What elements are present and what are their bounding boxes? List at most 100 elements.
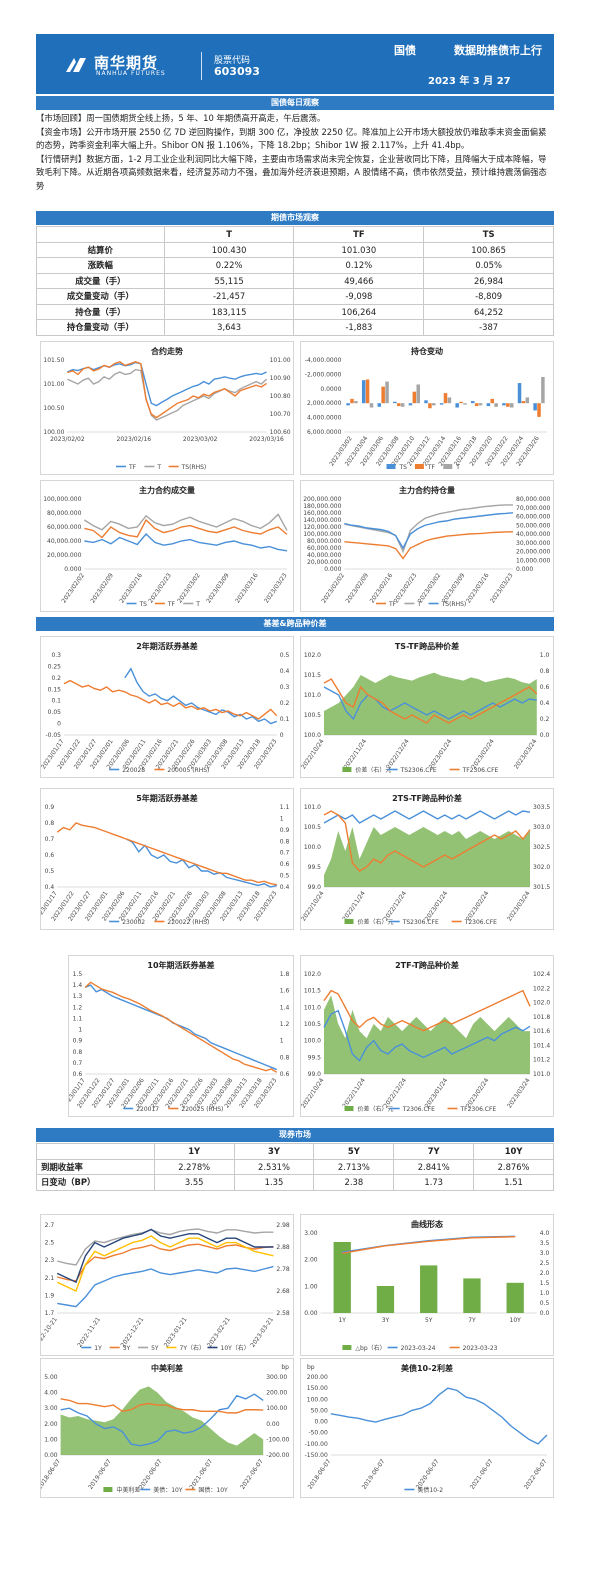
y-tick-label: 101.00 [270,357,291,364]
line-T [84,513,288,531]
y-tick-label: 1.3 [73,993,83,1000]
legend-swatch [342,767,352,772]
x-tick-label: 2020-06-07 [138,1458,164,1491]
y-tick-label: 100,000.000 [303,531,341,538]
x-tick-label: 2022/10/24 [301,890,326,922]
x-tick-label: 2023/03/23 [263,572,289,604]
y-tick-label: 101.8 [533,1014,550,1021]
bar-TF [459,401,463,404]
table-cell: 101.030 [293,241,425,258]
section-futures-title: 期债市场观察 [36,211,554,225]
legend-swatch [344,1106,354,1111]
table-row: 涨跌幅 0.22% 0.12% 0.05% [36,257,554,274]
y-tick-label: 1 [78,1027,82,1034]
x-tick-label: 2023/02/16 [369,572,395,604]
table-row: 成交量变动（手） -21,457 -9,098 -8,809 [36,288,554,305]
x-tick-label: 2018-06-07 [41,1458,62,1491]
x-tick-label: 2023/03/23 [489,572,515,604]
bar-TS [377,403,382,407]
y-tick-label: 2.58 [276,1310,290,1317]
col-header: TF [293,226,425,243]
bar-TS [346,403,350,406]
y-tick-label: 0.8 [280,838,290,845]
legend-label: TF [388,601,397,608]
y-tick-label: 1.0 [540,652,550,659]
bar-T [354,401,358,404]
legend-label: 230002 [122,919,145,926]
x-tick-label: 2018-06-07 [307,1458,333,1491]
chart-title: 合约走势 [150,346,183,356]
chart-svg: 美债10-2利差 bp -150.00 -100.00 -50.00 0.00 50.00 1… [305,1363,549,1494]
y-tick-label: -100.00 [266,1436,289,1443]
table-cell: 64,252 [423,303,554,320]
y-tick-label: 101.2 [533,1057,550,1064]
bar-TF [474,403,479,407]
bar-△bp（右） [333,1242,351,1313]
y-tick-label: 101.00 [43,381,64,388]
row-label: 结算价 [36,241,165,258]
table-cell: 0.05% [423,257,554,274]
legend-swatch [386,464,396,469]
bar-TS [439,403,444,405]
x-tick-label: 3Y [382,1317,390,1324]
table-cell: 3,643 [163,319,295,336]
y-tick-label: 70,000.000 [516,505,551,512]
y-tick-label: 0.9 [45,804,55,811]
y-tick-label: 1.1 [280,804,290,811]
y-tick-label: 0.00 [266,1421,280,1428]
y-tick-label: 1 [280,815,284,822]
legend-label: 5Y [151,1345,159,1352]
y-tick-label: 99.0 [308,1071,322,1078]
chart-svg: 主力合约持仓量0.00020,000.00040,000.00060,000.0… [303,485,551,608]
y-tick-label: 0.7 [280,850,290,857]
legend-label: T2306.CFE [402,1106,435,1113]
bar-T [509,403,514,408]
table-cell: 55,115 [163,272,295,289]
y-tick-label: 180,000.000 [303,503,341,510]
y-tick-label: 4,000.0000 [307,415,342,422]
y-tick-label: 0.6 [540,684,550,691]
table-cell: -9,098 [293,288,425,305]
x-tick-label: 2023/02/24 [465,1077,491,1109]
y-tick-label: 1.7 [45,1310,55,1317]
y-tick-label: 100.00 [266,1405,287,1412]
legend-label: 美债10-2 [417,1486,443,1494]
chart-title: 2TF-T跨品种价差 [395,960,459,970]
y-tick-label: 101.0 [304,1004,321,1011]
y-tick-label: 1.1 [73,1015,83,1022]
y-tick-label: 100,000.000 [43,496,81,503]
bar-△bp（右） [463,1278,481,1313]
legend-label: T [416,601,421,608]
legend-label: TS2306.CFE [400,767,437,774]
y-tick-label: 0.15 [48,686,62,693]
y-tick-label: 160,000.000 [303,510,341,517]
legend-label: 2023-03-24 [401,1345,436,1352]
table-cell: 2.38 [313,1174,395,1191]
y-tick-label: 1.2 [73,1004,83,1011]
y-tick-label: 50,000.000 [516,522,551,529]
legend-label: TF2306.CFE [460,1106,497,1113]
y-tick-label: -200.00 [266,1452,289,1459]
futures-header-row: T TF TS [36,226,554,243]
y-tick-label: -4,000.0000 [305,357,342,364]
legend-label: 220028 [122,767,145,774]
nanhua-logo-icon [66,58,86,72]
line-220022 (RHS) [56,822,277,886]
bar-T [478,403,483,406]
col-header: 5Y [313,1143,395,1160]
y-tick-label: -100.00 [305,1441,328,1448]
y-tick-label: 100.5 [304,824,321,831]
report-header: 南华期货 NANHUA FUTURES 股票代码 603093 国债 数据助推债… [36,34,554,94]
area-价差（右）元 [324,672,537,735]
chart-title: 中美利差 [151,1363,183,1373]
y-tick-label: 40,000.000 [47,538,82,545]
y-tick-label: 200.00 [266,1390,287,1397]
y-tick-label: 302.5 [533,844,550,851]
y-tick-label: 100.00 [43,429,64,436]
line-220017 [84,984,278,1071]
line-美债10-2 [330,1387,548,1445]
corner-cell [36,226,165,243]
y-tick-label: 1.4 [73,982,83,989]
y-tick-label: 0.00 [314,1419,328,1426]
y-tick-label: 0.1 [51,698,61,705]
